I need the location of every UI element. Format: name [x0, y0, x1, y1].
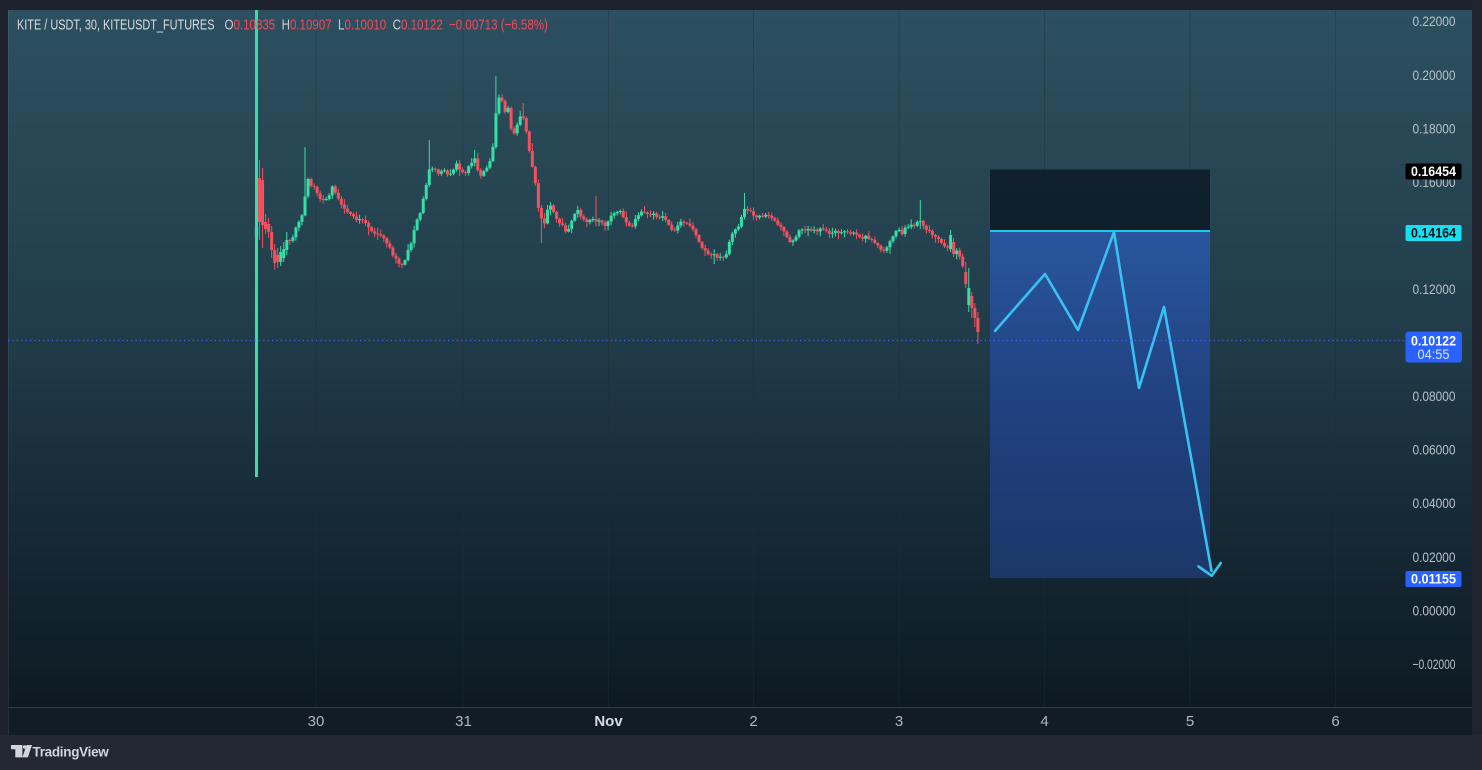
- svg-text:0.01155: 0.01155: [1411, 571, 1456, 587]
- svg-text:30: 30: [308, 713, 325, 730]
- svg-text:0.08000: 0.08000: [1413, 388, 1456, 404]
- svg-text:0.06000: 0.06000: [1413, 442, 1456, 458]
- svg-text:31: 31: [455, 713, 472, 730]
- svg-text:04:55: 04:55: [1418, 346, 1450, 362]
- svg-text:0.00000: 0.00000: [1413, 602, 1456, 618]
- svg-text:3: 3: [895, 713, 903, 730]
- svg-text:0.12000: 0.12000: [1413, 281, 1456, 297]
- svg-text:TradingView: TradingView: [33, 744, 110, 759]
- svg-text:0.02000: 0.02000: [1413, 549, 1456, 565]
- svg-text:0.04000: 0.04000: [1413, 495, 1456, 511]
- svg-text:−0.02000: −0.02000: [1413, 656, 1456, 672]
- svg-text:4: 4: [1040, 713, 1048, 730]
- svg-text:0.18000: 0.18000: [1413, 120, 1456, 136]
- svg-text:5: 5: [1186, 713, 1194, 730]
- svg-text:0.20000: 0.20000: [1413, 67, 1456, 83]
- svg-text:6: 6: [1331, 713, 1339, 730]
- svg-text:2: 2: [749, 713, 757, 730]
- svg-text:0.10122: 0.10122: [1411, 332, 1456, 348]
- svg-text:0.14164: 0.14164: [1411, 225, 1456, 241]
- svg-text:0.16454: 0.16454: [1411, 163, 1456, 179]
- svg-text:0.22000: 0.22000: [1413, 13, 1456, 29]
- svg-text:Nov: Nov: [594, 713, 623, 730]
- svg-text:KITE / USDT, 30, KITEUSDT_FUTU: KITE / USDT, 30, KITEUSDT_FUTURES: [17, 16, 215, 33]
